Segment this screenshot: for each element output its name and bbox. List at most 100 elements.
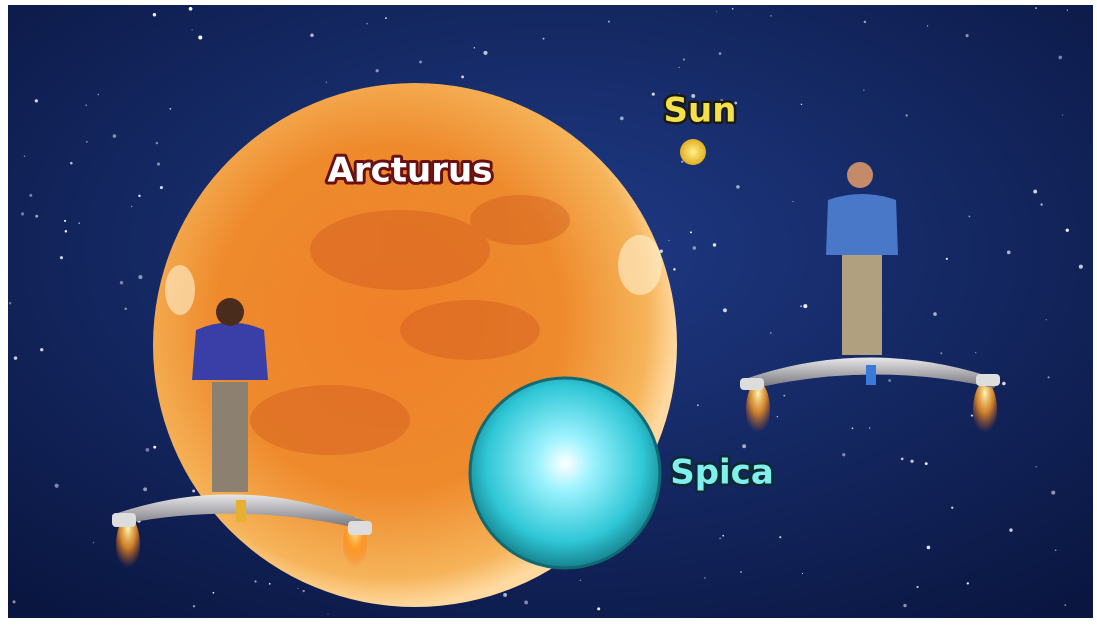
star <box>503 593 507 597</box>
star <box>40 348 43 351</box>
star <box>692 246 696 250</box>
star <box>1036 466 1037 467</box>
sun-label: Sun <box>664 91 737 131</box>
star <box>783 395 785 397</box>
star <box>888 379 891 382</box>
star <box>385 17 387 19</box>
star <box>1058 56 1062 60</box>
star <box>35 215 38 218</box>
star <box>736 185 740 189</box>
star <box>975 352 976 353</box>
star <box>65 230 67 232</box>
star <box>916 586 918 588</box>
star <box>652 93 655 96</box>
star <box>722 535 724 537</box>
star <box>55 484 59 488</box>
star <box>125 308 127 310</box>
arcturus-label: Arcturus <box>328 151 493 191</box>
star <box>933 312 937 316</box>
star <box>770 15 771 16</box>
star <box>543 38 545 40</box>
star <box>800 305 802 307</box>
star <box>608 21 610 23</box>
star <box>842 453 845 456</box>
star <box>792 201 793 202</box>
star <box>169 108 171 110</box>
star <box>740 571 742 573</box>
star <box>153 13 156 16</box>
star <box>153 446 156 449</box>
star <box>21 212 24 215</box>
star <box>1055 549 1057 551</box>
star <box>9 302 11 304</box>
star <box>966 34 969 37</box>
star <box>681 161 683 163</box>
star <box>704 577 705 578</box>
star <box>673 268 675 270</box>
star <box>777 416 778 417</box>
scene: Arcturus Sun Spica <box>0 0 1097 625</box>
star <box>376 69 379 72</box>
star <box>24 155 25 156</box>
sun-star <box>680 139 706 165</box>
star <box>70 162 73 165</box>
star <box>326 81 327 82</box>
star <box>910 460 913 463</box>
star <box>86 141 87 142</box>
star <box>78 222 80 224</box>
star <box>864 21 867 24</box>
star <box>310 34 313 37</box>
star <box>1033 190 1037 194</box>
star <box>254 580 256 582</box>
star <box>1079 265 1083 269</box>
star <box>269 583 271 585</box>
star <box>901 458 904 461</box>
star <box>1066 229 1069 232</box>
star <box>461 75 464 78</box>
star <box>60 256 63 259</box>
star <box>138 195 140 197</box>
star <box>143 487 147 491</box>
star <box>366 23 367 24</box>
star <box>1040 203 1042 205</box>
star <box>35 99 38 102</box>
star <box>697 404 699 406</box>
star <box>192 490 195 493</box>
star <box>1046 319 1047 320</box>
star <box>679 67 680 68</box>
star <box>852 428 854 430</box>
star <box>302 590 304 592</box>
star <box>156 142 158 144</box>
star <box>1062 114 1063 115</box>
star <box>668 240 669 241</box>
star <box>946 258 948 260</box>
star <box>327 614 328 615</box>
star <box>940 352 942 354</box>
star <box>189 7 193 11</box>
star <box>193 605 195 607</box>
star <box>863 89 865 91</box>
star <box>86 105 87 106</box>
star <box>713 243 716 246</box>
star <box>138 275 142 279</box>
star <box>742 444 746 448</box>
star <box>906 114 908 116</box>
star <box>620 117 624 121</box>
star <box>213 592 215 594</box>
star <box>13 600 16 603</box>
star <box>98 94 99 95</box>
star <box>157 162 160 165</box>
star <box>1007 251 1011 255</box>
star <box>474 47 475 48</box>
spica-star <box>470 378 660 568</box>
star <box>927 546 931 550</box>
star <box>803 304 807 308</box>
star <box>29 194 32 197</box>
star <box>1002 382 1006 386</box>
star <box>113 134 117 138</box>
star <box>483 51 487 55</box>
star <box>14 356 17 359</box>
star <box>925 462 928 465</box>
star <box>131 206 132 207</box>
star <box>524 600 528 604</box>
